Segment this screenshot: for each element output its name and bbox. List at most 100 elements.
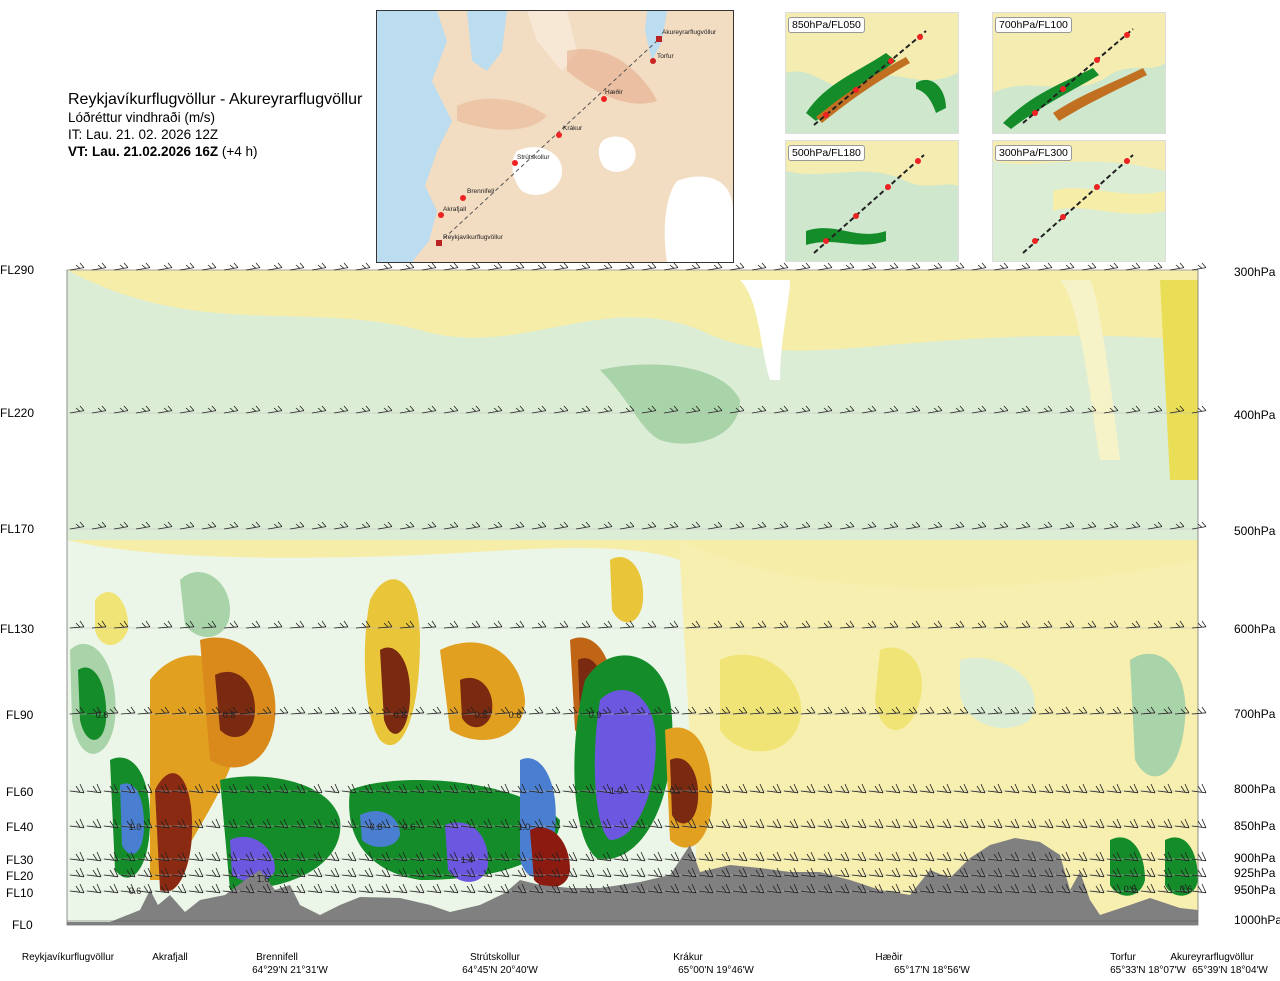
fl-label-20: FL20 bbox=[6, 869, 34, 883]
wind-barb bbox=[970, 867, 986, 878]
field-cell-down-3-core bbox=[215, 671, 255, 738]
wind-barb bbox=[487, 521, 503, 530]
map-label-strutskollur: Strútskollur bbox=[517, 154, 550, 161]
wind-barb bbox=[885, 851, 901, 862]
wind-barb bbox=[1157, 883, 1173, 894]
wind-barb bbox=[1174, 783, 1190, 794]
chart-title: Reykjavíkurflugvöllur - Akureyrarflugvöl… bbox=[68, 91, 363, 108]
wind-barb bbox=[1140, 783, 1156, 794]
wind-barb bbox=[883, 262, 899, 271]
wind-barb bbox=[1147, 262, 1163, 271]
wind-barb bbox=[1072, 851, 1088, 862]
wind-barb bbox=[154, 706, 170, 715]
wind-barb bbox=[868, 867, 884, 878]
wind-barb bbox=[511, 851, 527, 862]
terrain bbox=[67, 838, 1198, 925]
wind-barb bbox=[630, 783, 646, 794]
wind-barb bbox=[324, 883, 340, 894]
wind-barb bbox=[641, 521, 657, 530]
wind-barb bbox=[970, 851, 986, 862]
wind-barb bbox=[936, 867, 952, 878]
wind-barb bbox=[494, 818, 510, 829]
wind-barb bbox=[205, 706, 221, 715]
wind-barb bbox=[256, 851, 272, 862]
wind-barb bbox=[377, 262, 393, 271]
thumbnail-500hpa[interactable]: 500hPa/FL180 bbox=[785, 140, 959, 262]
wind-barb bbox=[120, 883, 136, 894]
wind-barb bbox=[1059, 521, 1075, 530]
wind-barb bbox=[817, 405, 833, 414]
wind-barb bbox=[579, 706, 595, 715]
wind-barb bbox=[885, 783, 901, 794]
wind-barb bbox=[641, 405, 657, 414]
wind-barb bbox=[1021, 706, 1037, 715]
wind-barb bbox=[800, 867, 816, 878]
wind-barb bbox=[905, 262, 921, 271]
wind-barb bbox=[553, 262, 569, 271]
wind-barb bbox=[1106, 706, 1122, 715]
wind-barb bbox=[1106, 867, 1122, 878]
wind-barb bbox=[392, 851, 408, 862]
wind-barb bbox=[1004, 851, 1020, 862]
wind-barb bbox=[630, 706, 646, 715]
thumbnail-300hpa-label: 300hPa/FL300 bbox=[995, 145, 1072, 161]
wind-barb bbox=[324, 867, 340, 878]
wind-barb bbox=[69, 405, 85, 414]
wind-barb bbox=[993, 262, 1009, 271]
wind-barb bbox=[971, 262, 987, 271]
wind-barb bbox=[392, 818, 408, 829]
wind-barb bbox=[392, 706, 408, 715]
wind-barb bbox=[494, 867, 510, 878]
map-label-haedir: Hæðir bbox=[605, 88, 624, 96]
wind-barb bbox=[987, 818, 1003, 829]
wind-barb bbox=[222, 783, 238, 794]
wind-barb bbox=[1140, 706, 1156, 715]
wind-barb bbox=[817, 867, 833, 878]
wind-barb bbox=[905, 521, 921, 530]
wind-barb bbox=[290, 883, 306, 894]
wind-barb bbox=[647, 783, 663, 794]
wind-barb bbox=[1015, 262, 1031, 271]
thumbnail-700hpa[interactable]: 700hPa/FL100 bbox=[992, 12, 1166, 134]
wind-barb bbox=[596, 783, 612, 794]
location-coord-brennifell: 64°29'N 21°31'W bbox=[252, 965, 328, 976]
valid-time-main: VT: Lau. 21.02.2026 16Z bbox=[68, 144, 219, 159]
wind-barb bbox=[647, 883, 663, 894]
thumbnail-300hpa[interactable]: 300hPa/FL300 bbox=[992, 140, 1166, 262]
wind-barb bbox=[239, 883, 255, 894]
wind-barb bbox=[245, 521, 261, 530]
wind-barb bbox=[531, 262, 547, 271]
wind-barb bbox=[511, 883, 527, 894]
wind-barb bbox=[685, 405, 701, 414]
wind-barb bbox=[783, 883, 799, 894]
fl-label-170: FL170 bbox=[0, 522, 34, 536]
wind-barb bbox=[113, 521, 129, 530]
wind-barb bbox=[494, 783, 510, 794]
wind-barb bbox=[596, 883, 612, 894]
wind-barb bbox=[664, 706, 680, 715]
field-cell-down-2-core bbox=[155, 773, 193, 892]
wind-barb bbox=[619, 620, 635, 629]
wind-barb bbox=[120, 818, 136, 829]
wind-barb bbox=[375, 706, 391, 715]
wind-barb bbox=[749, 867, 765, 878]
wind-barb bbox=[477, 783, 493, 794]
wind-barb bbox=[223, 620, 239, 629]
wind-barb bbox=[509, 262, 525, 271]
wind-barb bbox=[766, 783, 782, 794]
wind-barb bbox=[751, 262, 767, 271]
wind-barb bbox=[154, 818, 170, 829]
wind-barb bbox=[1081, 405, 1097, 414]
wind-barb bbox=[487, 405, 503, 414]
wind-barb bbox=[597, 521, 613, 530]
wind-barb bbox=[421, 405, 437, 414]
wind-barb bbox=[290, 851, 306, 862]
wind-barb bbox=[902, 706, 918, 715]
wind-barb bbox=[1059, 262, 1075, 271]
wind-barb bbox=[399, 262, 415, 271]
location-label-akrafjall: Akrafjall bbox=[152, 952, 188, 963]
thumbnail-850hpa[interactable]: 850hPa/FL050 bbox=[785, 12, 959, 134]
wind-barb bbox=[1038, 883, 1054, 894]
wind-barb bbox=[1191, 405, 1207, 414]
route-map[interactable]: Akureyrarflugvöllur Torfur Hæðir Krákur … bbox=[376, 10, 734, 263]
